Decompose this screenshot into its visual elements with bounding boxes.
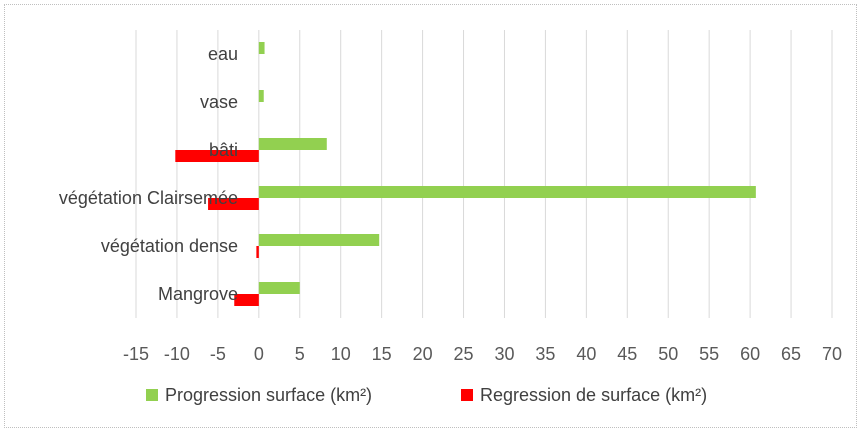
legend: Progression surface (km²) Regression de s… [146,385,707,405]
regression-bar [175,150,259,162]
x-tick-label: 70 [822,344,842,364]
x-tick-label: 35 [535,344,555,364]
regression-bar [256,246,259,258]
category-label: Mangrove [158,284,238,304]
x-tick-label: 30 [494,344,514,364]
x-tick-label: 5 [295,344,305,364]
x-tick-label: 0 [254,344,264,364]
x-tick-label: 60 [740,344,760,364]
x-tick-label: 55 [699,344,719,364]
progression-bar [258,234,380,246]
category-label: eau [208,44,238,64]
x-tick-label: 25 [454,344,474,364]
gridlines [135,30,833,318]
legend-label: Progression surface (km²) [165,385,372,405]
x-tick-label: 50 [658,344,678,364]
x-tick-labels: -15 -10 -5 0 5 10 15 20 25 30 35 40 45 50 55 60 65 70 [123,344,842,364]
bars [175,42,756,306]
progression-bar [258,282,300,294]
x-tick-label: 45 [617,344,637,364]
regression-bar [234,294,259,306]
x-tick-label: 10 [331,344,351,364]
legend-swatch [146,389,158,401]
progression-bar [258,138,327,150]
x-tick-label: 65 [781,344,801,364]
category-labels: Mangrove végétation dense végétation Clair… [59,44,238,304]
x-tick-label: -5 [210,344,226,364]
x-tick-label: -15 [123,344,149,364]
category-label: végétation dense [101,236,238,256]
x-tick-label: 15 [372,344,392,364]
category-label: bâti [209,140,238,160]
legend-label: Regression de surface (km²) [480,385,707,405]
chart-frame [4,4,857,428]
progression-bar [258,186,756,198]
progression-bar [258,42,265,54]
x-tick-label: 40 [576,344,596,364]
x-tick-label: 20 [413,344,433,364]
regression-bar [208,198,259,210]
category-label: vase [200,92,238,112]
category-label: végétation Clairsemée [59,188,238,208]
x-tick-label: -10 [164,344,190,364]
progression-bar [258,90,264,102]
legend-swatch [461,389,473,401]
